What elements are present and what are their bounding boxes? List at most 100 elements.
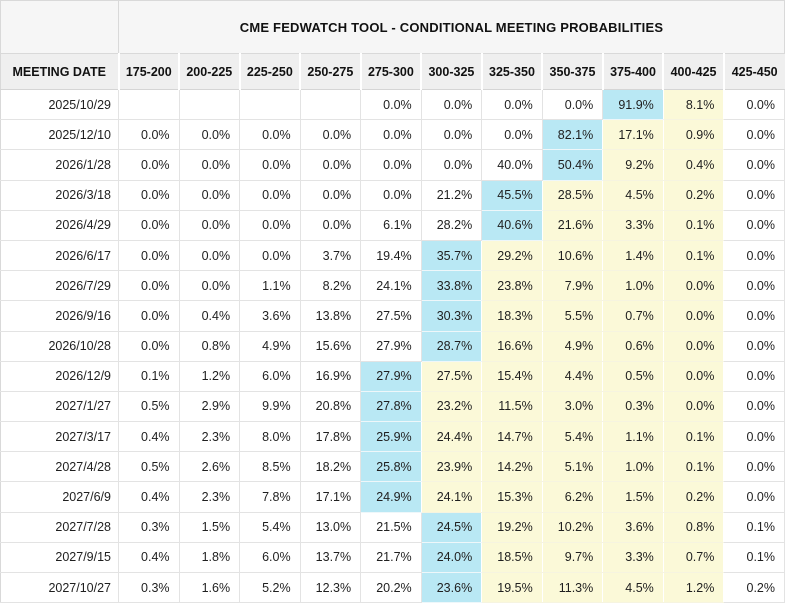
probability-cell: 0.0% [299,179,362,211]
probability-cell: 17.1% [602,119,664,151]
probability-cell: 0.0% [239,209,301,241]
probability-cell: 27.9% [360,330,422,362]
probability-cell: 2.3% [178,421,241,453]
meeting-date-cell: 2027/1/27 [0,390,119,423]
meeting-date-cell: 2026/6/17 [0,239,119,272]
probability-cell: 0.0% [118,119,180,151]
probability-cell: 0.4% [118,421,180,453]
table-row: 2027/9/15 0.4% 1.8% 6.0% 13.7% 21.7% 24.0% 18.5… [0,541,785,574]
probability-cell: 18.2% [299,451,362,483]
probability-cell: 0.0% [299,149,362,181]
probability-cell: 15.4% [481,360,543,392]
probability-cell: 8.5% [239,451,301,483]
meeting-date-cell: 2026/10/28 [0,330,119,362]
rate-range-column-header: 425-450 [722,53,785,90]
meeting-date-cell: 2027/3/17 [0,421,119,453]
meeting-date-cell: 2026/12/9 [0,360,119,392]
probability-cell: 0.0% [723,88,785,121]
probability-cell: 0.1% [723,511,785,543]
probability-cell: 19.5% [481,571,543,603]
probability-cell: 30.3% [420,300,483,332]
probability-cell: 82.1% [541,119,604,151]
probability-cell: 0.0% [723,270,785,302]
probability-cell: 0.0% [239,239,301,272]
probability-cell: 3.3% [602,541,664,574]
probability-cell: 1.4% [602,239,664,272]
probability-cell: 19.2% [481,511,543,543]
probability-cell: 24.1% [360,270,422,302]
probability-cell: 7.8% [239,481,301,513]
probability-cell: 17.8% [299,421,362,453]
table-row: 2026/4/29 0.0% 0.0% 0.0% 0.0% 6.1% 28.2% 40.6% 2… [0,209,785,241]
rate-range-column-header: 225-250 [238,53,301,90]
probability-cell: 0.3% [602,390,664,423]
table-row: 2025/10/29 0.0% 0.0% 0.0% 0.0% 91.9% 8.1% 0.0% [0,88,785,121]
probability-cell: 50.4% [541,149,604,181]
probability-cell: 0.0% [420,149,483,181]
probability-cell: 0.0% [178,119,241,151]
probability-cell: 0.0% [723,179,785,211]
rate-range-column-header: 275-300 [359,53,422,90]
probability-cell: 21.5% [360,511,422,543]
probability-cell: 0.2% [662,481,725,513]
probability-cell: 11.5% [481,390,543,423]
probability-cell: 0.1% [662,209,725,241]
probability-cell: 20.2% [360,571,422,603]
probability-cell: 8.2% [299,270,362,302]
table-row: 2027/1/27 0.5% 2.9% 9.9% 20.8% 27.8% 23.2% 11.5… [0,390,785,423]
probability-cell: 29.2% [481,239,543,272]
probability-cell: 24.4% [420,421,483,453]
probability-cell: 13.0% [299,511,362,543]
meeting-date-cell: 2026/7/29 [0,270,119,302]
probability-cell [178,88,241,121]
probability-cell: 45.5% [481,179,543,211]
probability-cell: 6.0% [239,360,301,392]
rate-range-column-header: 375-400 [601,53,664,90]
probability-cell: 0.0% [420,119,483,151]
probability-cell: 25.9% [360,421,422,453]
probability-cell: 21.6% [541,209,604,241]
table-row: 2027/4/28 0.5% 2.6% 8.5% 18.2% 25.8% 23.9% 14.2… [0,451,785,483]
probability-cell: 0.4% [118,541,180,574]
probability-cell: 0.0% [360,149,422,181]
probability-cell: 27.8% [360,390,422,423]
probability-cell: 0.0% [178,149,241,181]
probability-cell: 0.4% [118,481,180,513]
probability-cell: 0.4% [662,149,725,181]
probability-cell: 1.1% [239,270,301,302]
meeting-date-cell: 2027/7/28 [0,511,119,543]
probability-cell: 28.5% [541,179,604,211]
probability-cell: 2.9% [178,390,241,423]
probability-cell: 0.1% [662,239,725,272]
probability-cell: 0.0% [118,330,180,362]
probability-cell: 9.7% [541,541,604,574]
probability-cell: 18.3% [481,300,543,332]
probability-cell: 23.2% [420,390,483,423]
probability-cell: 91.9% [602,88,664,121]
probability-cell: 13.7% [299,541,362,574]
probability-cell: 40.0% [481,149,543,181]
probability-cell: 0.1% [723,541,785,574]
probability-cell: 0.0% [299,209,362,241]
probability-cell: 15.3% [481,481,543,513]
probability-cell: 4.5% [602,571,664,603]
probability-cell: 3.6% [239,300,301,332]
probability-cell: 0.2% [662,179,725,211]
probability-cell: 14.2% [481,451,543,483]
probability-cell: 0.4% [178,300,241,332]
probability-cell: 5.5% [541,300,604,332]
probability-cell: 9.9% [239,390,301,423]
table-row: 2026/9/16 0.0% 0.4% 3.6% 13.8% 27.5% 30.3% 18.3… [0,300,785,332]
meeting-date-cell: 2026/9/16 [0,300,119,332]
probability-cell: 3.6% [602,511,664,543]
probability-cell: 8.0% [239,421,301,453]
probability-cell: 0.0% [662,270,725,302]
rate-range-column-header: 250-275 [299,53,361,90]
probability-cell: 23.6% [420,571,483,603]
probability-cell: 0.0% [481,119,543,151]
probability-cell: 24.9% [360,481,422,513]
probability-cell: 0.0% [239,179,301,211]
probability-cell: 17.1% [299,481,362,513]
probability-cell: 25.8% [360,451,422,483]
probability-cell: 18.5% [481,541,543,574]
